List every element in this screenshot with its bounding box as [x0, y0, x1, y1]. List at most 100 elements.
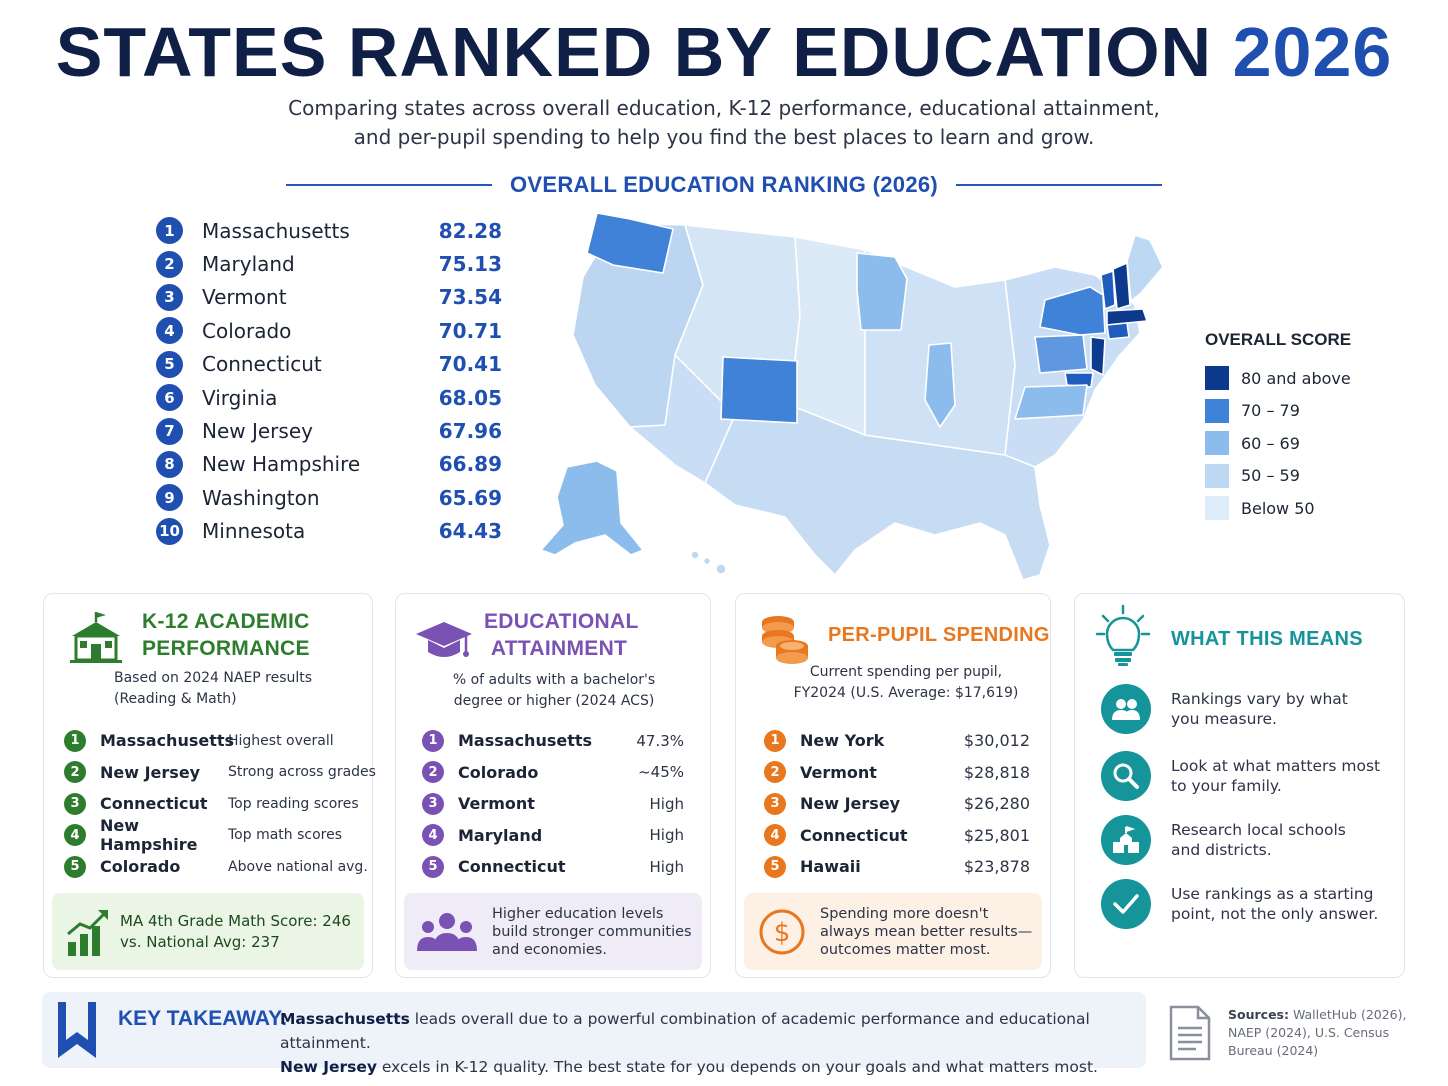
rank-badge: 9: [156, 484, 183, 512]
rank-badge: 7: [156, 417, 183, 445]
state-score: 73.54: [438, 285, 502, 310]
k12-card: K-12 ACADEMIC PERFORMANCE Based on 2024 …: [43, 593, 376, 978]
rank-badge: 1: [156, 217, 183, 245]
search-icon: [1101, 751, 1151, 801]
k12-title-line-2: PERFORMANCE: [142, 637, 310, 660]
state-name: Maryland: [458, 825, 543, 845]
what-means-line-1: Use rankings as a starting: [1171, 885, 1374, 903]
list-item: 7 New Jersey 67.96: [156, 414, 506, 447]
overall-ranking-list: 1 Massachusetts 82.28 2 Maryland 75.13 3 Verm…: [156, 214, 506, 548]
subtitle-line-1: Comparing states across overall educatio…: [288, 96, 1160, 120]
legend-item: Below 50: [1205, 492, 1405, 525]
k12-subtitle: Based on 2024 NAEP results (Reading & Ma…: [114, 668, 354, 710]
attainment-subtitle-line-2: degree or higher (2024 ACS): [453, 693, 655, 709]
state-name: Connecticut: [458, 857, 566, 877]
state-note: Top math scores: [228, 827, 343, 844]
spending-callout-text: Spending more doesn't always mean better…: [820, 905, 1032, 959]
attainment-subtitle-line-1: % of adults with a bachelor's: [452, 672, 656, 688]
k12-subtitle-line-1: Based on 2024 NAEP results: [114, 670, 313, 686]
state-value: ~45%: [638, 763, 684, 782]
state-value: High: [649, 826, 684, 845]
what-this-means-card: WHAT THIS MEANS Rankings vary by what yo…: [1074, 593, 1405, 978]
state-name: New Hampshire: [202, 452, 361, 477]
legend-item: 50 – 59: [1205, 460, 1405, 493]
spending-callout-line-2: always mean better results—: [820, 923, 1033, 940]
state-name: Connecticut: [800, 825, 908, 845]
list-item: 8 New Hampshire 66.89: [156, 448, 506, 481]
legend-swatch: [1205, 496, 1229, 521]
state-score: 75.13: [438, 252, 502, 277]
people-group-icon: [417, 912, 477, 951]
state-name: Maryland: [202, 252, 295, 277]
takeaway-highlight-1: Massachusetts: [280, 1010, 410, 1028]
what-means-line-2: and districts.: [1171, 841, 1272, 859]
state-name: New Hampshire: [100, 816, 198, 855]
sources-note: Sources: WalletHub (2026), NAEP (2024), …: [1228, 1006, 1428, 1060]
subtitle-line-2: and per-pupil spending to help you find …: [353, 125, 1095, 149]
lightbulb-icon: [1095, 604, 1151, 666]
list-item: 3 Vermont High: [422, 788, 684, 820]
rank-badge: 8: [156, 450, 183, 478]
state-massachusetts: [1106, 308, 1148, 326]
state-colorado: [720, 356, 798, 424]
what-means-text: Rankings vary by what you measure.: [1171, 689, 1381, 729]
what-means-text: Use rankings as a starting point, not th…: [1171, 884, 1381, 924]
list-item: 2 New Jersey Strong across grades: [64, 757, 383, 789]
rank-badge: 3: [156, 283, 183, 311]
rank-badge: 5: [64, 855, 86, 878]
list-item: 1 New York $30,012: [764, 725, 1030, 757]
state-name: Vermont: [458, 794, 535, 814]
state-score: 67.96: [438, 419, 502, 444]
map-legend: OVERALL SCORE 80 and above 70 – 79 60 – …: [1205, 330, 1405, 525]
state-maryland: [1064, 372, 1094, 388]
rank-badge: 2: [64, 761, 86, 784]
check-icon: [1101, 879, 1151, 929]
state-note: Strong across grades: [228, 764, 376, 781]
state-value: $23,878: [963, 857, 1030, 877]
state-hawaii-isle-1: [690, 550, 700, 560]
state-virginia: [1014, 384, 1088, 420]
rank-badge: 4: [156, 317, 183, 345]
takeaway-line-1: Massachusetts leads overall due to a pow…: [280, 1007, 1130, 1055]
school-icon: [1101, 815, 1151, 865]
rank-badge: 1: [764, 729, 786, 752]
bookmark-icon: [58, 1002, 96, 1058]
takeaway-text-2: excels in K-12 quality. The best state f…: [376, 1058, 1098, 1076]
what-means-text: Look at what matters most to your family…: [1171, 756, 1381, 796]
what-means-line-1: Rankings vary by what: [1171, 690, 1348, 708]
k12-callout-text: MA 4th Grade Math Score: 246 vs. Nationa…: [120, 911, 351, 953]
state-value: High: [649, 794, 684, 813]
state-name: New York: [800, 731, 885, 751]
state-name: Massachusetts: [458, 731, 593, 751]
state-score: 70.71: [438, 318, 502, 343]
state-vermont: [1100, 270, 1116, 310]
legend-title: OVERALL SCORE: [1205, 330, 1352, 349]
state-maine: [1126, 234, 1164, 302]
state-value: $30,012: [963, 731, 1030, 751]
state-pennsylvania: [1034, 334, 1088, 374]
k12-list: 1 Massachusetts Highest overall 2 New Jerse…: [64, 725, 383, 883]
state-note: Above national avg.: [228, 858, 368, 875]
title-main: STATES RANKED BY EDUCATION: [55, 13, 1213, 91]
state-score: 64.43: [438, 519, 502, 544]
state-score: 70.41: [438, 352, 502, 377]
svg-text:$: $: [774, 918, 791, 948]
list-item: 2 Colorado ~45%: [422, 757, 684, 789]
list-item: 1 Massachusetts Highest overall: [64, 725, 383, 757]
state-illinois: [924, 342, 956, 428]
what-means-line-2: to your family.: [1171, 777, 1282, 795]
list-item: 2 Vermont $28,818: [764, 757, 1030, 789]
state-value: $28,818: [963, 762, 1030, 782]
list-item: 5 Colorado Above national avg.: [64, 851, 383, 883]
attainment-subtitle: % of adults with a bachelor's degree or …: [424, 670, 684, 712]
state-name: Connecticut: [100, 794, 208, 814]
state-note: Highest overall: [228, 732, 334, 749]
list-item: 1 Massachusetts 47.3%: [422, 725, 684, 757]
state-new-jersey: [1090, 336, 1106, 376]
what-means-item: Rankings vary by what you measure.: [1101, 684, 1381, 734]
graduation-cap-icon: [416, 622, 472, 657]
spending-callout-line-1: Spending more doesn't: [820, 905, 989, 922]
key-takeaway-banner: KEY TAKEAWAY: Massachusetts leads overal…: [42, 992, 1146, 1076]
state-new-york: [1039, 286, 1106, 336]
what-means-line-2: you measure.: [1171, 710, 1277, 728]
